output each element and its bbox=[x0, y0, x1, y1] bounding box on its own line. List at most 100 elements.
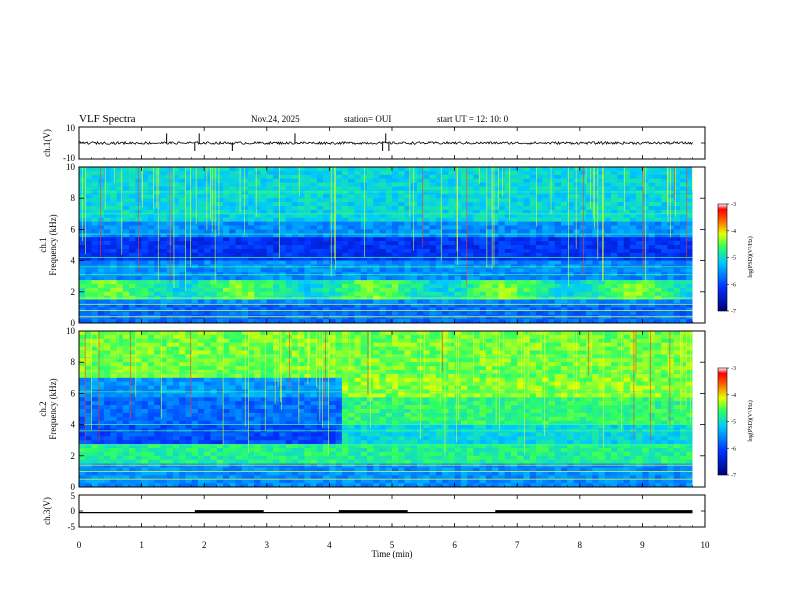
spectrogram-cell bbox=[404, 245, 412, 250]
spectrogram-cell bbox=[273, 241, 280, 246]
spectrogram-cell bbox=[141, 284, 149, 289]
spectrogram-cell bbox=[373, 276, 380, 281]
spectrogram-cell bbox=[197, 299, 205, 304]
spectrogram-cell bbox=[404, 190, 412, 195]
spectrogram-cell bbox=[654, 233, 662, 238]
spectrogram-cell bbox=[410, 198, 418, 203]
spectrogram-cell bbox=[91, 276, 99, 281]
spectrogram-cell bbox=[85, 194, 92, 199]
spectrogram-cell bbox=[373, 229, 380, 234]
spectrogram-cell bbox=[335, 280, 343, 285]
spectrogram-cell bbox=[373, 186, 380, 191]
spectrogram-cell bbox=[373, 190, 380, 195]
spectrogram-cell bbox=[460, 202, 468, 207]
spectrogram-cell bbox=[279, 307, 286, 312]
spectrogram-cell bbox=[241, 260, 249, 265]
spectrogram-cell bbox=[147, 459, 155, 464]
spectrogram-cell bbox=[686, 319, 693, 324]
spectrogram-cell bbox=[636, 307, 643, 312]
spectrogram-cell bbox=[429, 245, 437, 250]
spectrogram-cell bbox=[523, 233, 531, 238]
spectrogram-cell bbox=[248, 287, 255, 293]
spectrogram-cell bbox=[141, 444, 149, 449]
spectrogram-cell bbox=[629, 287, 637, 293]
spectrogram-cell bbox=[216, 190, 224, 195]
spectrogram-cell bbox=[435, 178, 443, 183]
spectrogram-cell bbox=[360, 213, 368, 218]
spectrogram-cell bbox=[398, 260, 405, 265]
spectrogram-cell bbox=[154, 209, 161, 215]
spectrogram-cell bbox=[79, 315, 86, 320]
spectrogram-cell bbox=[172, 233, 180, 238]
spectrogram-cell bbox=[686, 229, 693, 234]
spectrogram-cell bbox=[623, 245, 631, 250]
spectrogram-cell bbox=[197, 237, 205, 242]
spectrogram-cell bbox=[91, 334, 99, 340]
spectrogram-cell bbox=[229, 229, 236, 234]
spectrogram-cell bbox=[485, 194, 493, 199]
spectrogram-cell bbox=[147, 401, 155, 406]
spectrogram-cell bbox=[254, 287, 261, 293]
spectrogram-cell bbox=[310, 229, 318, 234]
spectrogram-cell bbox=[216, 420, 224, 425]
spectrogram-cell bbox=[179, 303, 186, 308]
spectrogram-cell bbox=[410, 167, 418, 172]
spectrogram-cell bbox=[385, 221, 393, 226]
spectrogram-cell bbox=[442, 299, 449, 304]
spectrogram-cell bbox=[235, 170, 243, 176]
spectrogram-cell bbox=[567, 284, 574, 289]
spectrogram-cell bbox=[498, 221, 505, 226]
spectrogram-cell bbox=[210, 448, 218, 453]
spectrogram-cell bbox=[260, 209, 268, 215]
spectrogram-cell bbox=[498, 307, 505, 312]
spectrogram-cell bbox=[147, 432, 155, 437]
spectrogram-cell bbox=[554, 167, 562, 172]
spectrogram-cell bbox=[285, 167, 293, 172]
spectrogram-cell bbox=[435, 256, 443, 261]
spectrogram-cell bbox=[348, 299, 355, 304]
spectrogram-cell bbox=[454, 299, 462, 304]
ch1-voltage-spikes bbox=[79, 126, 705, 160]
spectrogram-cell bbox=[154, 455, 161, 460]
spectrogram-cell bbox=[385, 225, 393, 230]
spectrogram-cell bbox=[579, 198, 587, 203]
spectrogram-cell bbox=[510, 178, 518, 183]
spectrogram-cell bbox=[147, 362, 155, 367]
spectrogram-cell bbox=[592, 190, 599, 195]
spectrogram-cell bbox=[116, 319, 124, 324]
spectrogram-cell bbox=[210, 483, 218, 488]
spectrogram-cell bbox=[548, 256, 556, 261]
spectrogram-cell bbox=[567, 260, 574, 265]
spectrogram-cell bbox=[623, 311, 631, 316]
spectrogram-cell bbox=[235, 217, 243, 222]
spectrogram-cell bbox=[654, 229, 662, 234]
spectrogram-cell bbox=[116, 436, 124, 441]
spectrogram-cell bbox=[598, 209, 606, 215]
spectrogram-cell bbox=[172, 448, 180, 453]
spectrogram-cell bbox=[291, 256, 299, 261]
spectrogram-cell bbox=[129, 260, 136, 265]
spectrogram-cell bbox=[592, 178, 599, 183]
spectrogram-cell bbox=[222, 342, 230, 347]
spectrogram-cell bbox=[648, 276, 656, 281]
spectrogram-cell bbox=[611, 198, 618, 203]
spectrogram-cell bbox=[110, 319, 117, 324]
spectrogram-cell bbox=[567, 241, 574, 246]
spectrogram-cell bbox=[116, 303, 124, 308]
spectrogram-cell bbox=[542, 252, 549, 257]
spectrogram-cell bbox=[254, 213, 261, 218]
spectrogram-cell bbox=[504, 186, 512, 191]
y-tick-label: 10 bbox=[66, 162, 76, 172]
spectrogram-cell bbox=[210, 248, 218, 254]
spectrogram-cell bbox=[567, 287, 574, 293]
spectrogram-cell bbox=[104, 202, 111, 207]
spectrogram-cell bbox=[398, 217, 405, 222]
spectrogram-cell bbox=[504, 241, 512, 246]
spectrogram-cell bbox=[586, 190, 593, 195]
spectrogram-cell bbox=[248, 202, 255, 207]
spectrogram-cell bbox=[210, 284, 218, 289]
spectrogram-cell bbox=[423, 213, 430, 218]
spectrogram-cell bbox=[141, 186, 149, 191]
spectrogram-cell bbox=[417, 256, 424, 261]
spectrogram-cell bbox=[535, 299, 543, 304]
